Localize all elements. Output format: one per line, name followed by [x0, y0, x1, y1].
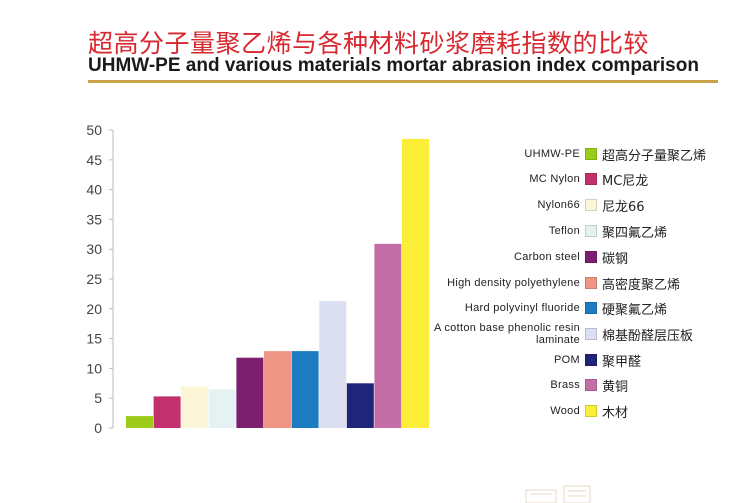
bar-teflon	[208, 389, 236, 428]
legend-label-en: Teflon	[548, 225, 580, 237]
legend-item: Wood 木材	[430, 401, 628, 421]
legend-label-en: Brass	[550, 379, 580, 391]
legend-item: High density polyethylene 高密度聚乙烯	[430, 273, 680, 293]
y-tick-label: 35	[86, 211, 102, 227]
legend-label-cn: 碳钢	[602, 251, 629, 267]
y-tick-label: 50	[86, 122, 102, 138]
bar-pom	[346, 383, 374, 428]
bar-uhmw-pe	[126, 416, 153, 428]
legend-swatch	[585, 199, 597, 211]
legend-swatch	[585, 225, 597, 237]
legend-label-cn: 黄铜	[602, 379, 629, 395]
legend-label-en: Nylon66	[537, 199, 580, 211]
bar-wood	[402, 138, 429, 428]
legend-swatch	[585, 354, 597, 366]
chart-title-cn: 超高分子量聚乙烯与各种材料砂浆磨耗指数的比较	[88, 29, 650, 58]
legend-swatch	[585, 405, 597, 417]
legend-item: Nylon66 尼龙66	[430, 195, 645, 215]
bar-carbon-steel	[236, 357, 264, 428]
legend-label-en: Wood	[550, 405, 580, 417]
legend-item: Brass 黄铜	[430, 375, 628, 395]
legend-swatch	[585, 302, 597, 314]
legend-label-en: A cotton base phenolic resin laminate	[434, 322, 580, 346]
bar-a-cotton-base-phenolic-resin-laminate	[319, 301, 347, 428]
legend-item: UHMW-PE 超高分子量聚乙烯	[430, 144, 706, 164]
bar-hard-polyvinyl-fluoride	[291, 351, 319, 428]
title-underline	[88, 80, 718, 83]
legend-label-cn: 尼龙66	[602, 199, 645, 215]
legend-label-cn: 超高分子量聚乙烯	[602, 148, 707, 164]
legend-item: POM 聚甲醛	[430, 350, 641, 370]
legend-item: A cotton base phenolic resin laminate 棉基酚…	[430, 322, 694, 346]
y-tick-label: 20	[86, 301, 102, 317]
legend-item: MC Nylon MC尼龙	[430, 169, 648, 189]
legend-label-cn: 棉基酚醛层压板	[602, 328, 694, 344]
y-tick-label: 40	[86, 182, 102, 198]
y-tick-label: 25	[86, 271, 102, 287]
bar-brass	[374, 243, 402, 428]
legend-label-cn: 聚甲醛	[602, 354, 642, 370]
legend-label-cn: 硬聚氟乙烯	[602, 302, 668, 318]
legend-label-cn: 木材	[602, 405, 629, 421]
y-tick-label: 10	[86, 360, 102, 376]
legend-item: Teflon 聚四氟乙烯	[430, 221, 667, 241]
building-sketch-decoration	[525, 485, 591, 503]
legend-label-en: POM	[554, 354, 580, 366]
legend-swatch	[585, 379, 597, 391]
legend-label-cn: 聚四氟乙烯	[602, 225, 668, 241]
y-tick-label: 0	[94, 420, 102, 436]
legend-item: Hard polyvinyl fluoride 硬聚氟乙烯	[430, 298, 667, 318]
legend-label-en: Carbon steel	[514, 251, 580, 263]
y-tick-label: 30	[86, 241, 102, 257]
y-tick-label: 5	[94, 390, 102, 406]
legend-swatch	[585, 328, 597, 340]
bar-nylon66	[181, 386, 209, 428]
legend-item: Carbon steel 碳钢	[430, 247, 628, 267]
legend-swatch	[585, 173, 597, 185]
legend-swatch	[585, 277, 597, 289]
legend-swatch	[585, 148, 597, 160]
legend-label-en: High density polyethylene	[447, 277, 580, 289]
legend-label-en: UHMW-PE	[524, 148, 580, 160]
legend-label-en: Hard polyvinyl fluoride	[464, 302, 580, 314]
chart-title-en: UHMW-PE and various materials mortar abr…	[88, 55, 699, 76]
bar-mc-nylon	[153, 396, 181, 428]
legend-swatch	[585, 251, 597, 263]
y-tick-label: 15	[86, 331, 102, 347]
legend-label-cn: 高密度聚乙烯	[602, 277, 681, 293]
y-tick-label: 45	[86, 152, 102, 168]
legend-label-cn: MC尼龙	[602, 173, 649, 189]
legend-label-en: MC Nylon	[529, 173, 580, 185]
bar-high-density-polyethylene	[264, 351, 291, 428]
